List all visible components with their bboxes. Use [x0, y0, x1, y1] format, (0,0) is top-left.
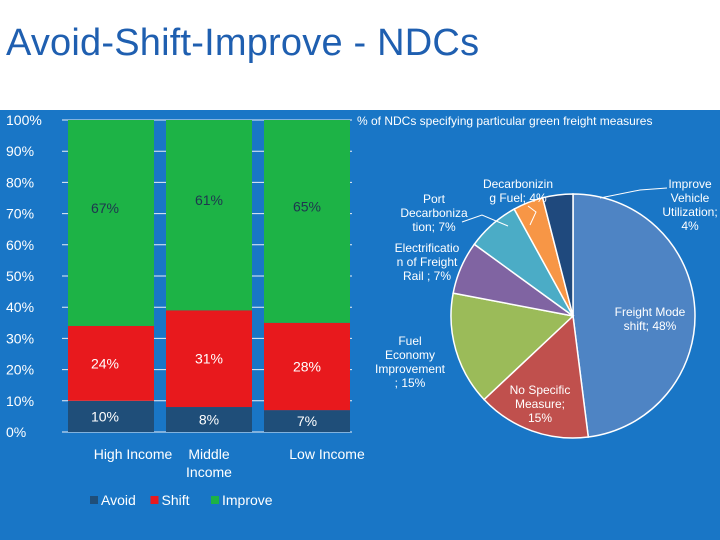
bar-segment-improve	[264, 120, 350, 323]
pie-slice-label: Decarbonizin g Fuel; 4%	[483, 177, 553, 205]
y-tick-label: 70%	[6, 206, 34, 222]
y-tick-label: 50%	[6, 268, 34, 284]
leader-line	[527, 205, 537, 226]
data-label: 8%	[199, 412, 219, 428]
data-label: 31%	[195, 351, 223, 367]
pie-slice-label: Freight Mode shift; 48%	[615, 305, 686, 333]
y-tick-label: 90%	[6, 143, 34, 159]
y-tick-label: 20%	[6, 362, 34, 378]
bar-segment-avoid	[68, 400, 154, 432]
category-label: Middle Income	[186, 446, 232, 480]
data-label: 24%	[91, 355, 119, 371]
data-label: 61%	[195, 192, 223, 208]
y-tick-label: 30%	[6, 330, 34, 346]
legend-label: Improve	[222, 492, 273, 508]
stacked-bar-chart: 0% 10% 20% 30% 40% 50% 60% 70% 80% 90% 100% 10% 24% 6…	[6, 112, 365, 508]
y-tick-label: 40%	[6, 299, 34, 315]
data-label: 10%	[91, 408, 119, 424]
pie-slice-label: Fuel Economy Improvement; 15%	[375, 334, 446, 390]
pie-slice-label: No Specific Measure; 15%	[510, 383, 571, 425]
data-label: 67%	[91, 200, 119, 216]
category-label: Low Income	[289, 446, 365, 462]
pie-slice	[450, 292, 575, 401]
legend-label: Avoid	[101, 492, 136, 508]
bar-segment-shift	[166, 310, 252, 408]
category-label: High Income	[94, 446, 173, 462]
y-tick-label: 100%	[6, 112, 42, 128]
bar-segment-shift	[264, 322, 350, 411]
bar-segment-improve	[166, 120, 252, 311]
y-tick-label: 80%	[6, 174, 34, 190]
legend-swatch	[150, 496, 159, 504]
pie-slice-label: Port Decarboniza tion; 7%	[400, 192, 468, 234]
data-label: 65%	[293, 198, 321, 214]
legend-swatch	[211, 496, 219, 504]
bar-segment-shift	[68, 325, 154, 401]
pie-slice-label: Electrificatio n of Freight Rail ; 7%	[395, 241, 460, 283]
pie-slice	[483, 314, 590, 439]
bar-segment-avoid	[264, 410, 350, 432]
pie-slice	[541, 193, 574, 317]
pie-chart: % of NDCs specifying particular green fr…	[357, 114, 718, 439]
legend-label: Shift	[162, 492, 190, 508]
pie-slice	[572, 193, 696, 438]
leader-line	[461, 214, 509, 227]
y-tick-label: 10%	[6, 393, 34, 409]
y-tick-label: 0%	[6, 424, 26, 440]
data-label: 28%	[293, 358, 321, 374]
page-title: Avoid-Shift-Improve - NDCs	[6, 22, 480, 64]
data-label: 7%	[297, 413, 317, 429]
legend-swatch	[90, 496, 98, 504]
pie-title: % of NDCs specifying particular green fr…	[357, 114, 652, 128]
bar-segment-improve	[68, 120, 154, 326]
pie-slice-label: Improve Vehicle Utilization; 4%	[662, 177, 717, 233]
bar-segment-avoid	[166, 407, 252, 432]
leader-line	[599, 187, 668, 199]
y-tick-label: 60%	[6, 237, 34, 253]
